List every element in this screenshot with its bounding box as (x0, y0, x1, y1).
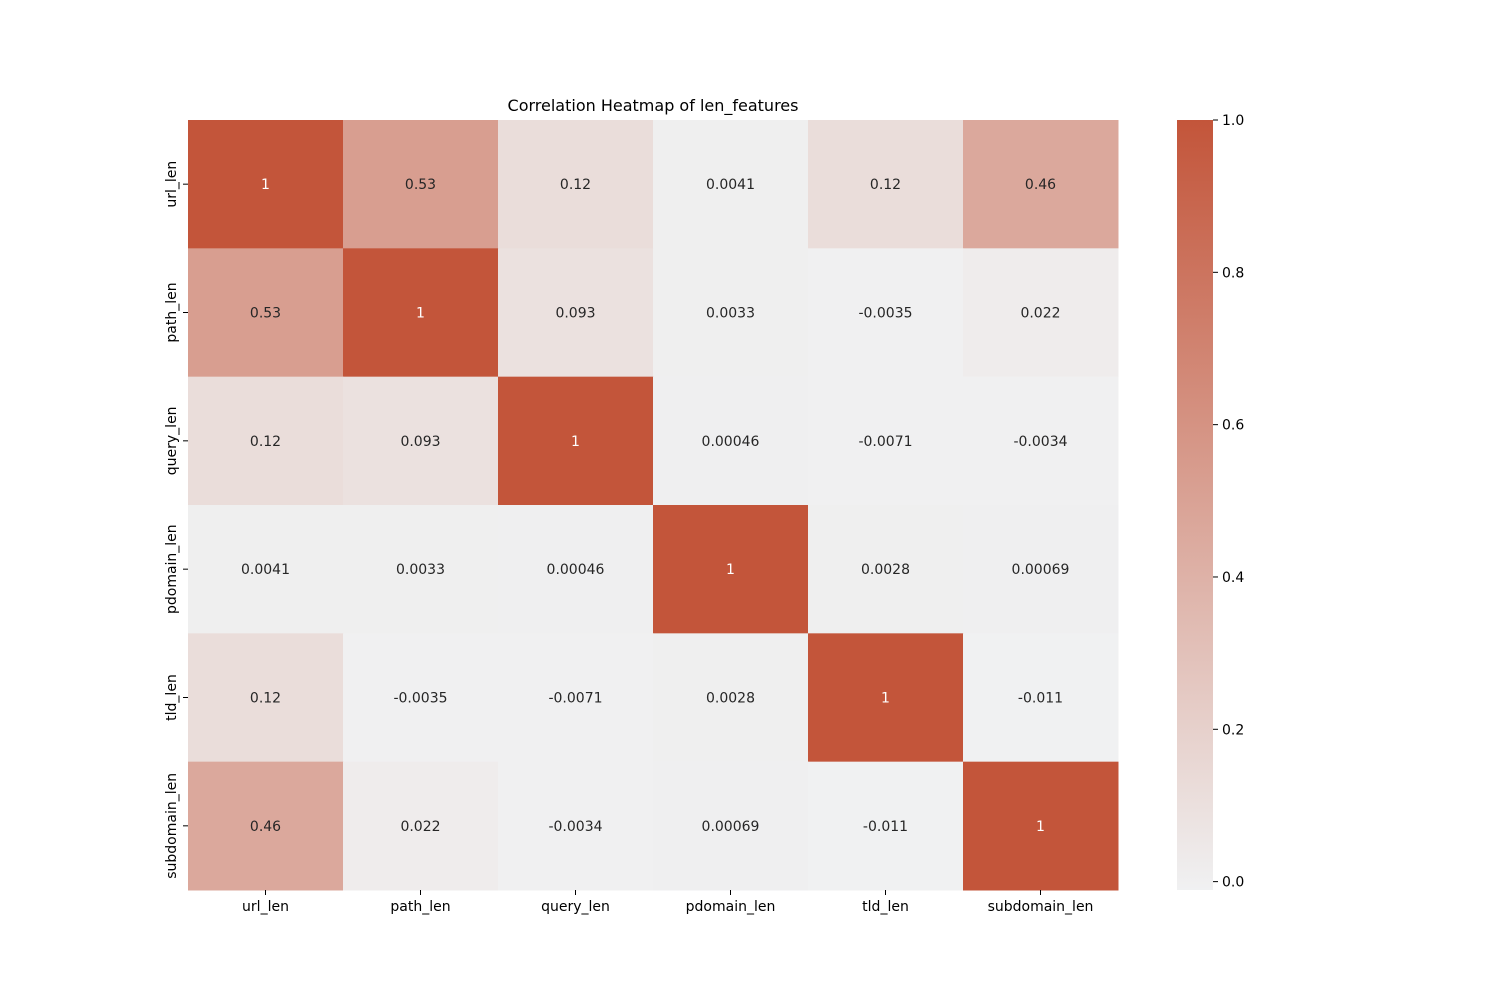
x-tick-label: pdomain_len (686, 899, 776, 915)
heatmap-cell-label: 0.0028 (706, 691, 755, 707)
colorbar-scale (1177, 120, 1213, 890)
heatmap-cell-label: -0.011 (863, 819, 908, 835)
heatmap-cell-label: 0.0033 (706, 306, 755, 322)
heatmap-cell-tld_len-url_len (188, 633, 344, 763)
colorbar-tick-label: 1.0 (1222, 113, 1244, 129)
y-tick-label: url_len (164, 161, 180, 208)
heatmap-cell-path_len-pdomain_len (653, 248, 809, 378)
heatmap-cell-tld_len-path_len (343, 633, 499, 763)
heatmap-cell-label: -0.0035 (393, 691, 447, 707)
heatmap-cell-tld_len-pdomain_len (653, 633, 809, 763)
heatmap-cell-label: 0.12 (250, 434, 281, 450)
heatmap-cell-label: 0.46 (250, 819, 281, 835)
heatmap-cell-url_len-subdomain_len (963, 120, 1119, 249)
heatmap-cell-query_len-url_len (188, 376, 344, 506)
colorbar: 0.0 0.2 0.4 0.6 0.8 1.0 (1177, 113, 1244, 891)
heatmap-cell-url_len-url_len (188, 120, 344, 249)
heatmap-cell-subdomain_len-pdomain_len (653, 761, 809, 891)
y-axis: url_len path_len query_len pdomain_len tld_l… (164, 161, 188, 879)
heatmap-cell-url_len-path_len (343, 120, 499, 249)
heatmap-cell-label: 0.022 (400, 819, 440, 835)
heatmap-cell-label: 0.46 (1025, 177, 1056, 193)
heatmap-cell-url_len-pdomain_len (653, 120, 809, 249)
heatmap-cell-label: 0.00046 (702, 434, 760, 450)
heatmap-cell-label: 0.0041 (241, 562, 290, 578)
heatmap-cell-subdomain_len-tld_len (808, 761, 964, 891)
heatmap-cell-label: 0.0028 (861, 562, 910, 578)
heatmap-cell-subdomain_len-path_len (343, 761, 499, 891)
heatmap-cell-path_len-path_len (343, 248, 499, 378)
colorbar-tick-label: 0.8 (1222, 265, 1244, 281)
heatmap-cell-pdomain_len-pdomain_len (653, 505, 809, 634)
heatmap-cell-pdomain_len-subdomain_len (963, 505, 1119, 634)
heatmap-cell-subdomain_len-query_len (498, 761, 654, 891)
heatmap-cell-label: -0.0071 (548, 691, 602, 707)
heatmap-cell-subdomain_len-url_len (188, 761, 344, 891)
heatmap-cell-url_len-query_len (498, 120, 654, 249)
heatmap-cell-path_len-url_len (188, 248, 344, 378)
heatmap-cell-url_len-tld_len (808, 120, 964, 249)
heatmap-cell-label: 1 (1036, 819, 1045, 835)
heatmap-cell-tld_len-subdomain_len (963, 633, 1119, 763)
colorbar-ticks: 0.0 0.2 0.4 0.6 0.8 1.0 (1213, 113, 1244, 891)
heatmap-cell-tld_len-tld_len (808, 633, 964, 763)
heatmap-cell-label: 0.00069 (1012, 562, 1070, 578)
heatmap-cell-label: 0.0033 (396, 562, 445, 578)
heatmap-cell-label: 0.093 (555, 306, 595, 322)
chart-title: Correlation Heatmap of len_features (508, 96, 799, 116)
heatmap-cell-label: 1 (726, 562, 735, 578)
heatmap-cell-label: 0.12 (560, 177, 591, 193)
heatmap-cell-label: -0.011 (1018, 691, 1063, 707)
colorbar-tick-label: 0.2 (1222, 722, 1244, 738)
heatmap-cell-label: -0.0035 (858, 306, 912, 322)
heatmap-cell-query_len-tld_len (808, 376, 964, 506)
heatmap-cell-pdomain_len-tld_len (808, 505, 964, 634)
heatmap-cell-label: 1 (416, 306, 425, 322)
heatmap-cell-pdomain_len-query_len (498, 505, 654, 634)
heatmap-cell-path_len-tld_len (808, 248, 964, 378)
heatmap-cell-pdomain_len-url_len (188, 505, 344, 634)
heatmap-cell-label: 1 (881, 691, 890, 707)
heatmap-cell-pdomain_len-path_len (343, 505, 499, 634)
y-tick-label: subdomain_len (164, 773, 180, 879)
heatmap-cell-labels: 1 0.53 0.12 0.0041 0.12 0.46 0.53 1 0.093 0.0033 -… (241, 177, 1069, 835)
heatmap-cell-label: 0.093 (400, 434, 440, 450)
heatmap-cell-label: -0.0034 (1013, 434, 1067, 450)
heatmap-cell-label: 1 (571, 434, 580, 450)
heatmap-cell-subdomain_len-subdomain_len (963, 761, 1119, 891)
y-tick-label: tld_len (164, 674, 180, 721)
heatmap-cell-label: -0.0034 (548, 819, 602, 835)
x-tick-label: subdomain_len (988, 899, 1094, 915)
heatmap-cell-label: 0.0041 (706, 177, 755, 193)
heatmap-cell-label: 0.53 (405, 177, 436, 193)
y-tick-label: path_len (164, 282, 180, 342)
heatmap-cell-query_len-subdomain_len (963, 376, 1119, 506)
heatmap-cell-label: 0.12 (250, 691, 281, 707)
heatmap-cell-query_len-query_len (498, 376, 654, 506)
x-tick-label: path_len (390, 899, 450, 915)
x-tick-label: url_len (242, 899, 289, 915)
heatmap-cell-label: -0.0071 (858, 434, 912, 450)
heatmap-cell-tld_len-query_len (498, 633, 654, 763)
x-axis: url_len path_len query_len pdomain_len tld_l… (242, 890, 1093, 915)
colorbar-tick-label: 0.0 (1222, 875, 1244, 891)
x-tick-label: query_len (541, 899, 610, 915)
heatmap-cell-query_len-pdomain_len (653, 376, 809, 506)
heatmap-cell-query_len-path_len (343, 376, 499, 506)
heatmap-cells (188, 120, 1119, 891)
heatmap-cell-path_len-query_len (498, 248, 654, 378)
y-tick-label: query_len (164, 406, 180, 475)
colorbar-tick-label: 0.4 (1222, 570, 1244, 586)
heatmap-cell-label: 0.12 (870, 177, 901, 193)
heatmap-cell-label: 0.022 (1020, 306, 1060, 322)
x-tick-label: tld_len (862, 899, 909, 915)
heatmap-cell-label: 0.00069 (702, 819, 760, 835)
heatmap-cell-label: 0.00046 (547, 562, 605, 578)
colorbar-tick-label: 0.6 (1222, 418, 1244, 434)
heatmap-cell-label: 1 (261, 177, 270, 193)
y-tick-label: pdomain_len (164, 524, 180, 614)
heatmap-cell-label: 0.53 (250, 306, 281, 322)
heatmap-cell-path_len-subdomain_len (963, 248, 1119, 378)
